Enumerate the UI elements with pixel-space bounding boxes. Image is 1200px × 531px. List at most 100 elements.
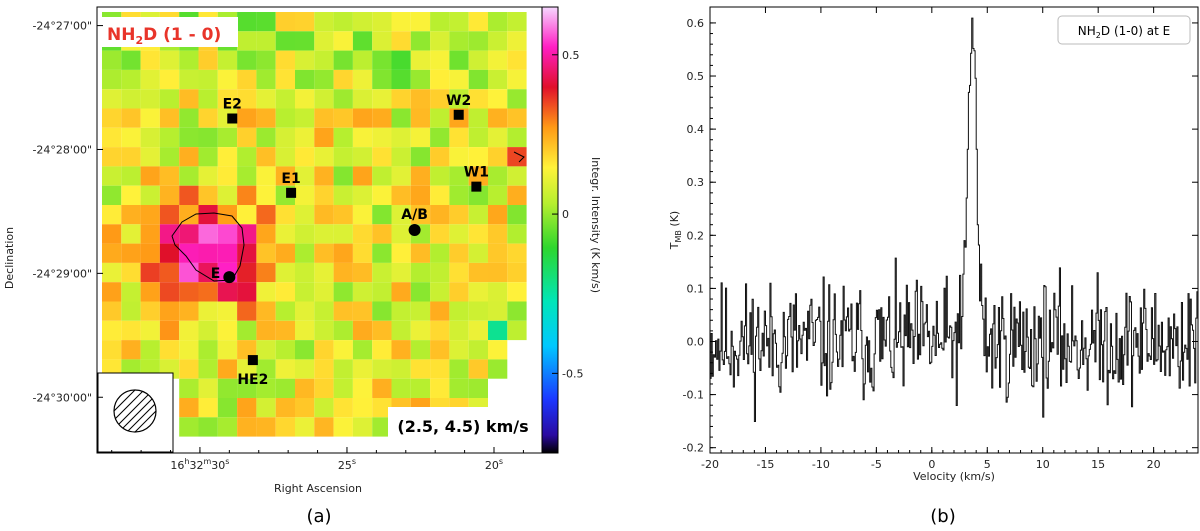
- map-pixel: [159, 301, 180, 321]
- map-pixel: [410, 243, 431, 263]
- map-pixel: [217, 205, 238, 225]
- map-pixel: [121, 262, 141, 283]
- map-pixel: [333, 378, 353, 398]
- map-pixel: [237, 147, 257, 167]
- map-pixel: [468, 205, 488, 225]
- map-pixel: [237, 89, 257, 109]
- map-pixel: [507, 205, 527, 225]
- map-pixel: [198, 185, 218, 205]
- map-pixel: [140, 185, 160, 205]
- map-pixel: [179, 89, 199, 109]
- map-pixel: [314, 378, 334, 398]
- map-pixel: [121, 243, 141, 263]
- map-pixel: [102, 108, 122, 128]
- map-pixel: [468, 108, 488, 128]
- map-pixel: [352, 320, 373, 341]
- map-pixel: [217, 69, 238, 90]
- map-pixel: [140, 224, 160, 244]
- map-pixel: [507, 320, 527, 341]
- map-pixel: [314, 301, 334, 321]
- map-pixel: [217, 359, 238, 379]
- spectrum-ylabel: TMB (K): [668, 211, 683, 250]
- map-pixel: [121, 89, 141, 109]
- map-pixel: [179, 147, 199, 167]
- map-pixel: [237, 398, 257, 418]
- map-pixel: [275, 320, 295, 341]
- map-pixel: [410, 282, 431, 302]
- map-pixel: [372, 12, 392, 32]
- map-pixel: [372, 243, 392, 263]
- map-pixel: [333, 69, 353, 90]
- map-pixel: [102, 50, 122, 70]
- contour-peak-e: [171, 212, 245, 282]
- spectrum-ytick-label: 0.3: [687, 176, 705, 189]
- marker-e2: [227, 113, 238, 124]
- map-pixel: [179, 262, 199, 283]
- map-pixel: [410, 12, 431, 32]
- map-pixel: [352, 89, 373, 109]
- map-xlabel: Right Ascension: [274, 482, 362, 495]
- map-pixel: [352, 224, 373, 244]
- map-pixel: [237, 417, 257, 437]
- map-pixel: [217, 185, 238, 205]
- map-pixel: [121, 320, 141, 341]
- map-pixel: [237, 166, 257, 186]
- map-pixel: [256, 243, 276, 263]
- map-axes: -24°27'00" -24°28'00" -24°29'00" -24°30'00"…: [32, 20, 524, 472]
- map-pixel: [314, 108, 334, 128]
- map-pixel: [198, 301, 218, 321]
- map-pixel: [488, 262, 508, 283]
- map-pixel: [256, 166, 276, 186]
- map-ytick-label: -24°30'00": [32, 391, 92, 404]
- map-pixel: [333, 166, 353, 186]
- map-pixel: [352, 50, 373, 70]
- map-pixel: [507, 185, 527, 205]
- map-pixel: [410, 320, 431, 341]
- map-pixel: [333, 89, 353, 109]
- map-pixel: [391, 12, 411, 32]
- map-pixel: [488, 31, 508, 51]
- map-pixel: [391, 359, 411, 379]
- map-pixel: [507, 108, 527, 128]
- map-pixel: [102, 89, 122, 109]
- map-pixel: [372, 50, 392, 70]
- map-xtick-label: 16h32m30s: [170, 457, 229, 472]
- spectrum-xtick-label: 0: [928, 458, 935, 471]
- map-pixel: [256, 205, 276, 225]
- map-pixel: [333, 185, 353, 205]
- map-pixel: [256, 359, 276, 379]
- map-pixel: [217, 50, 238, 70]
- map-pixel: [488, 205, 508, 225]
- spectrum-frame: [709, 6, 1199, 454]
- map-pixel: [488, 320, 508, 341]
- map-pixel: [179, 417, 199, 437]
- map-pixel: [198, 262, 218, 283]
- map-pixel: [314, 12, 334, 32]
- map-pixel: [488, 359, 508, 379]
- map-pixel: [352, 417, 373, 437]
- map-pixel: [430, 301, 450, 321]
- map-pixel: [217, 320, 238, 341]
- map-pixel: [314, 320, 334, 341]
- map-pixel: [488, 166, 508, 186]
- map-pixel: [372, 359, 392, 379]
- colorbar-tick-label: 0: [562, 208, 569, 221]
- map-pixel: [333, 205, 353, 225]
- map-pixel: [179, 185, 199, 205]
- map-pixel: [217, 378, 238, 398]
- map-pixel: [256, 185, 276, 205]
- map-pixel: [352, 205, 373, 225]
- map-pixel: [507, 301, 527, 321]
- map-pixel: [449, 320, 469, 341]
- marker-label: W1: [464, 165, 489, 181]
- map-pixel: [333, 108, 353, 128]
- map-pixel: [237, 340, 257, 360]
- map-pixel: [256, 378, 276, 398]
- map-pixel: [275, 301, 295, 321]
- map-pixel: [159, 89, 180, 109]
- map-pixel: [102, 320, 122, 341]
- map-pixel: [468, 12, 488, 32]
- spectrum-ytick-label: 0.1: [687, 282, 705, 295]
- map-pixel: [333, 398, 353, 418]
